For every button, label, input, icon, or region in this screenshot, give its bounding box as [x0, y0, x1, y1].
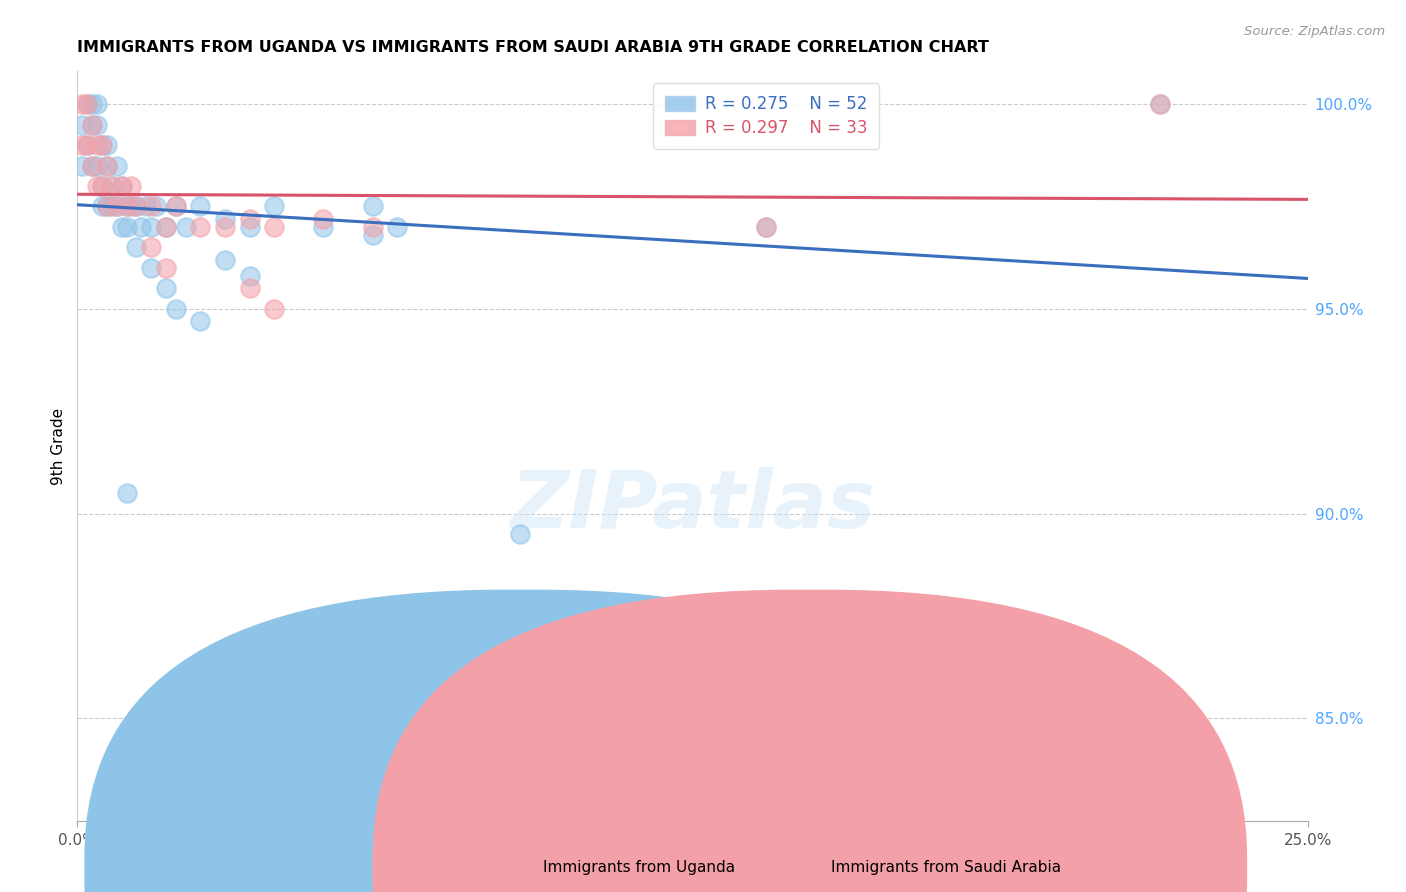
- Point: [82, 118, 104, 132]
- Point: [214, 252, 236, 267]
- Point: [90, 179, 114, 194]
- Point: [1149, 97, 1171, 112]
- Point: [239, 281, 262, 295]
- Point: [361, 219, 384, 234]
- Point: [755, 219, 778, 234]
- Point: [76, 97, 98, 112]
- Point: [76, 138, 98, 153]
- Y-axis label: 9th Grade: 9th Grade: [51, 408, 66, 484]
- Point: [188, 314, 212, 328]
- Point: [96, 159, 118, 173]
- Point: [141, 260, 163, 275]
- Point: [188, 219, 212, 234]
- Point: [129, 219, 153, 234]
- Point: [111, 179, 132, 194]
- Point: [125, 199, 148, 213]
- Point: [141, 219, 163, 234]
- Point: [70, 97, 93, 112]
- Point: [82, 118, 104, 132]
- Point: [263, 301, 285, 316]
- Point: [361, 228, 384, 243]
- Point: [115, 219, 138, 234]
- Point: [361, 199, 384, 213]
- Point: [115, 199, 138, 213]
- Point: [90, 138, 114, 153]
- Point: [263, 219, 285, 234]
- Point: [155, 219, 177, 234]
- Point: [121, 179, 143, 194]
- Text: Immigrants from Uganda: Immigrants from Uganda: [543, 861, 735, 875]
- Point: [90, 179, 114, 194]
- Point: [125, 240, 148, 254]
- Point: [90, 199, 114, 213]
- Text: ZIPatlas: ZIPatlas: [510, 467, 875, 545]
- Point: [141, 199, 163, 213]
- Point: [86, 138, 108, 153]
- Point: [155, 219, 177, 234]
- Point: [165, 199, 187, 213]
- Point: [111, 179, 132, 194]
- Point: [755, 219, 778, 234]
- Legend: R = 0.275    N = 52, R = 0.297    N = 33: R = 0.275 N = 52, R = 0.297 N = 33: [654, 84, 879, 149]
- Text: Source: ZipAtlas.com: Source: ZipAtlas.com: [1244, 25, 1385, 38]
- Point: [82, 97, 104, 112]
- Point: [105, 159, 128, 173]
- Point: [70, 138, 93, 153]
- Point: [101, 199, 124, 213]
- Point: [135, 199, 157, 213]
- Point: [1149, 97, 1171, 112]
- Point: [115, 486, 138, 500]
- Point: [105, 199, 128, 213]
- Point: [82, 159, 104, 173]
- Point: [214, 219, 236, 234]
- Point: [263, 199, 285, 213]
- Point: [105, 199, 128, 213]
- Point: [155, 281, 177, 295]
- Point: [214, 211, 236, 226]
- Point: [121, 199, 143, 213]
- Point: [312, 211, 335, 226]
- Point: [70, 118, 93, 132]
- Point: [86, 118, 108, 132]
- Point: [96, 199, 118, 213]
- Point: [165, 199, 187, 213]
- Point: [509, 527, 531, 541]
- Text: Immigrants from Saudi Arabia: Immigrants from Saudi Arabia: [831, 861, 1062, 875]
- Text: IMMIGRANTS FROM UGANDA VS IMMIGRANTS FROM SAUDI ARABIA 9TH GRADE CORRELATION CHA: IMMIGRANTS FROM UGANDA VS IMMIGRANTS FRO…: [77, 40, 990, 55]
- Point: [86, 97, 108, 112]
- Point: [165, 301, 187, 316]
- Point: [70, 159, 93, 173]
- Point: [76, 97, 98, 112]
- Point: [86, 179, 108, 194]
- Point: [312, 219, 335, 234]
- Point: [82, 159, 104, 173]
- Point: [96, 199, 118, 213]
- Point: [145, 199, 167, 213]
- Point: [90, 138, 114, 153]
- Point: [101, 179, 124, 194]
- Point: [155, 260, 177, 275]
- Point: [76, 138, 98, 153]
- Point: [174, 219, 197, 234]
- Point: [239, 219, 262, 234]
- Point: [125, 199, 148, 213]
- Point: [385, 219, 409, 234]
- Point: [101, 179, 124, 194]
- Point: [239, 269, 262, 284]
- Point: [111, 219, 132, 234]
- Point: [188, 199, 212, 213]
- Point: [239, 211, 262, 226]
- Point: [141, 240, 163, 254]
- Point: [96, 138, 118, 153]
- Point: [115, 199, 138, 213]
- Point: [96, 159, 118, 173]
- Point: [86, 159, 108, 173]
